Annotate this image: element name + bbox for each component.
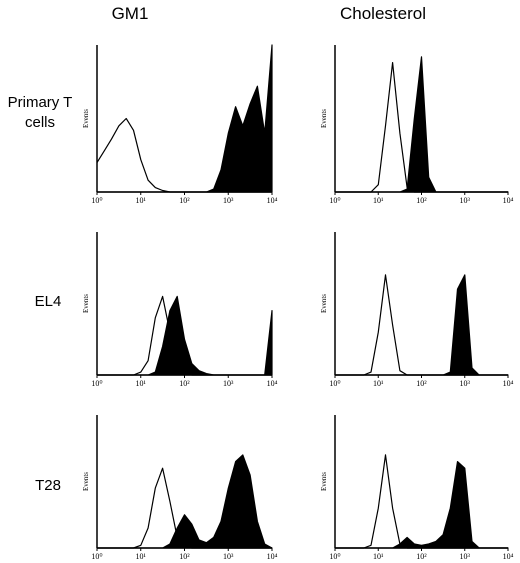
- x-tick-label: 10⁰: [91, 379, 102, 388]
- y-axis-label: Events: [82, 294, 90, 313]
- x-tick-label: 10²: [416, 552, 427, 561]
- x-tick-label: 10¹: [136, 552, 147, 561]
- x-tick-label: 10¹: [373, 379, 384, 388]
- x-tick-label: 10¹: [373, 552, 384, 561]
- x-tick-label: 10³: [460, 379, 471, 388]
- column-title: GM1: [111, 4, 149, 23]
- x-tick-label: 10²: [416, 379, 427, 388]
- x-tick-label: 10²: [179, 379, 190, 388]
- y-axis-label: Events: [320, 472, 328, 491]
- filled-histogram: [96, 454, 273, 549]
- x-tick-label: 10³: [460, 552, 471, 561]
- y-axis-label: Events: [320, 294, 328, 313]
- y-axis-label: Events: [82, 109, 90, 128]
- x-tick-label: 10⁰: [329, 552, 340, 561]
- filled-histogram: [334, 56, 509, 193]
- y-axis-label: Events: [82, 472, 90, 491]
- filled-histogram: [96, 295, 273, 376]
- x-tick-label: 10⁴: [267, 552, 278, 561]
- filled-histogram: [334, 274, 509, 376]
- x-tick-label: 10⁰: [91, 552, 102, 561]
- x-tick-label: 10¹: [136, 379, 147, 388]
- x-tick-label: 10⁴: [503, 196, 514, 205]
- row-label: T28: [35, 477, 61, 494]
- x-tick-label: 10²: [179, 196, 190, 205]
- row-label: EL4: [34, 293, 62, 310]
- x-tick-label: 10³: [223, 552, 234, 561]
- x-tick-label: 10¹: [136, 196, 147, 205]
- x-tick-label: 10⁰: [329, 196, 340, 205]
- x-tick-label: 10³: [223, 196, 234, 205]
- open-histogram: [335, 454, 508, 549]
- column-title: Cholesterol: [340, 4, 426, 23]
- x-tick-label: 10¹: [373, 196, 384, 205]
- open-histogram: [335, 274, 508, 376]
- filled-histogram: [334, 461, 509, 549]
- x-tick-label: 10⁴: [267, 196, 278, 205]
- x-tick-label: 10⁰: [329, 379, 340, 388]
- x-tick-label: 10³: [223, 379, 234, 388]
- x-tick-label: 10⁴: [267, 379, 278, 388]
- row-label: Primary T cells: [7, 94, 73, 131]
- y-axis-label: Events: [320, 109, 328, 128]
- x-tick-label: 10²: [179, 552, 190, 561]
- x-tick-label: 10⁴: [503, 552, 514, 561]
- x-tick-label: 10⁴: [503, 379, 514, 388]
- x-tick-label: 10³: [460, 196, 471, 205]
- filled-histogram: [96, 44, 273, 193]
- x-tick-label: 10⁰: [91, 196, 102, 205]
- x-tick-label: 10²: [416, 196, 427, 205]
